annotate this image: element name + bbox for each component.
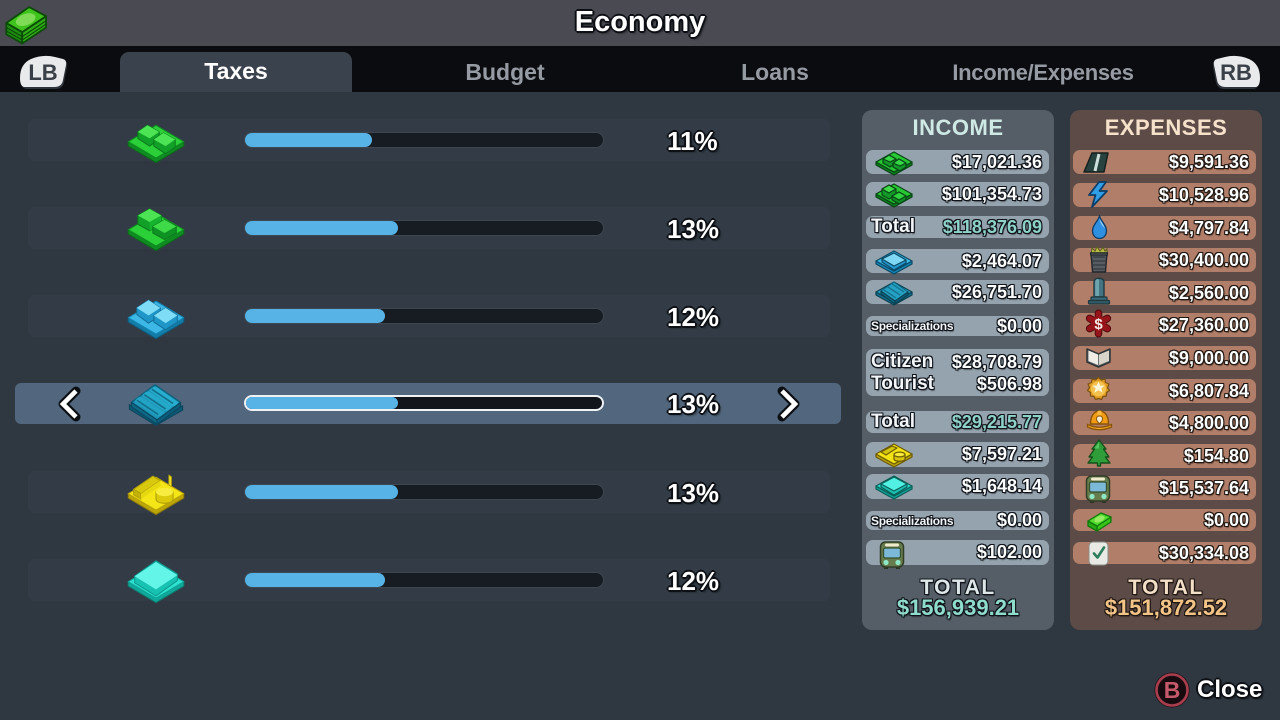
svg-text:B: B <box>1164 677 1181 703</box>
svg-text:$: $ <box>1094 316 1103 333</box>
svg-text:LB: LB <box>28 60 57 85</box>
svg-text:RB: RB <box>1220 60 1252 85</box>
